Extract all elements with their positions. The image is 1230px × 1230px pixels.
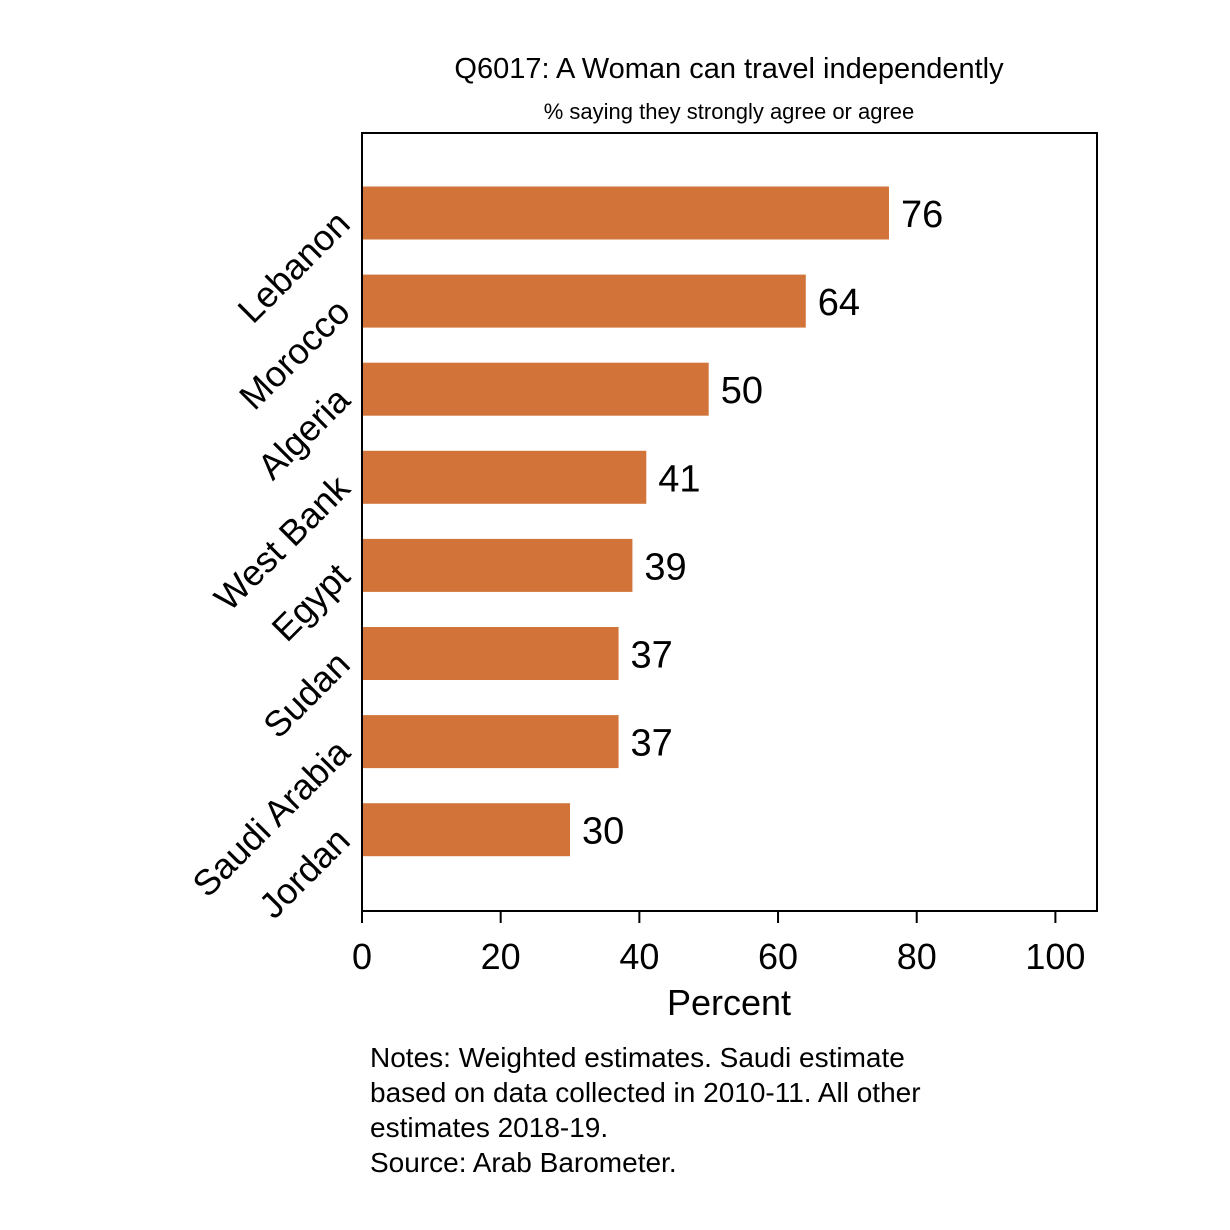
x-tick-label: 80 — [897, 936, 937, 977]
chart-subtitle: % saying they strongly agree or agree — [544, 99, 915, 124]
notes-line: estimates 2018-19. — [370, 1112, 609, 1143]
bar-value-label: 50 — [721, 370, 763, 412]
notes-line: Notes: Weighted estimates. Saudi estimat… — [370, 1042, 905, 1073]
bar-value-label: 64 — [818, 282, 860, 324]
x-tick-label: 100 — [1025, 936, 1085, 977]
bar-value-label: 41 — [658, 458, 700, 500]
bar — [363, 538, 633, 592]
bar — [363, 362, 709, 416]
bar — [363, 715, 619, 769]
bar-value-label: 76 — [901, 194, 943, 236]
bar-value-label: 37 — [631, 635, 673, 677]
notes-line: based on data collected in 2010-11. All … — [370, 1077, 921, 1108]
x-tick-label: 0 — [352, 936, 372, 977]
x-tick-label: 20 — [481, 936, 521, 977]
bar — [363, 186, 889, 240]
x-axis-title: Percent — [667, 982, 791, 1023]
bar — [363, 803, 571, 857]
bar-value-label: 37 — [631, 723, 673, 765]
bar — [363, 274, 806, 328]
x-tick-label: 60 — [758, 936, 798, 977]
plot-frame — [361, 132, 1098, 912]
notes-line: Source: Arab Barometer. — [370, 1147, 677, 1178]
bar — [363, 450, 647, 504]
category-label: Sudan — [255, 643, 358, 746]
x-tick-label: 40 — [619, 936, 659, 977]
bar — [363, 627, 619, 680]
chart-title: Q6017: A Woman can travel independently — [454, 53, 1004, 85]
notes: Notes: Weighted estimates. Saudi estimat… — [370, 1040, 1170, 1180]
bar-value-label: 30 — [582, 811, 624, 853]
bar-value-label: 39 — [644, 546, 686, 588]
